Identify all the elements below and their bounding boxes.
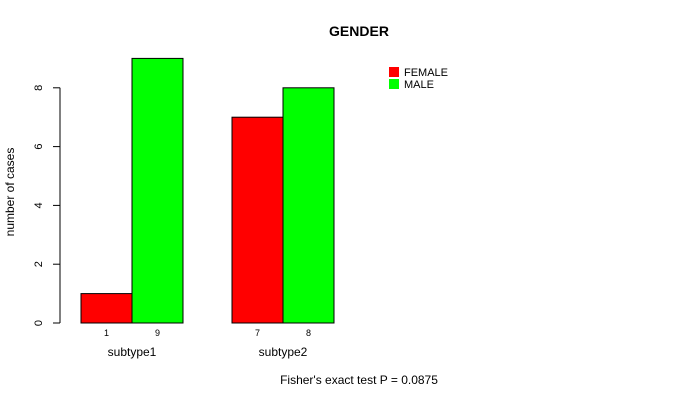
y-axis-label: number of cases [3, 148, 17, 237]
legend-label-female: FEMALE [404, 67, 448, 79]
bar-female-subtype2 [231, 116, 284, 324]
bars [80, 57, 335, 324]
bar-count-label: 7 [255, 328, 260, 338]
bar-male-subtype1 [131, 57, 184, 324]
y-axis: 0 2 4 6 8 [33, 85, 61, 326]
y-tick-label: 8 [33, 85, 45, 91]
bar-female-subtype1 [80, 293, 133, 324]
legend-swatch-male [389, 79, 399, 89]
y-tick-label: 6 [33, 144, 45, 150]
bar-count-label: 8 [306, 328, 311, 338]
legend-swatch-female [389, 67, 399, 77]
category-label: subtype1 [108, 345, 157, 359]
category-label: subtype2 [259, 345, 308, 359]
bar-male-subtype2 [282, 87, 335, 324]
y-tick-label: 4 [33, 202, 45, 208]
legend-label-male: MALE [404, 79, 434, 91]
y-tick-label: 2 [33, 261, 45, 267]
bar-count-label: 1 [104, 328, 109, 338]
bar-count-label: 9 [155, 328, 160, 338]
fisher-test-footnote: Fisher's exact test P = 0.0875 [280, 373, 438, 387]
chart-title: GENDER [329, 23, 389, 39]
x-labels: 1 9 subtype1 7 8 subtype2 [104, 328, 311, 359]
y-tick-label: 0 [33, 320, 45, 326]
